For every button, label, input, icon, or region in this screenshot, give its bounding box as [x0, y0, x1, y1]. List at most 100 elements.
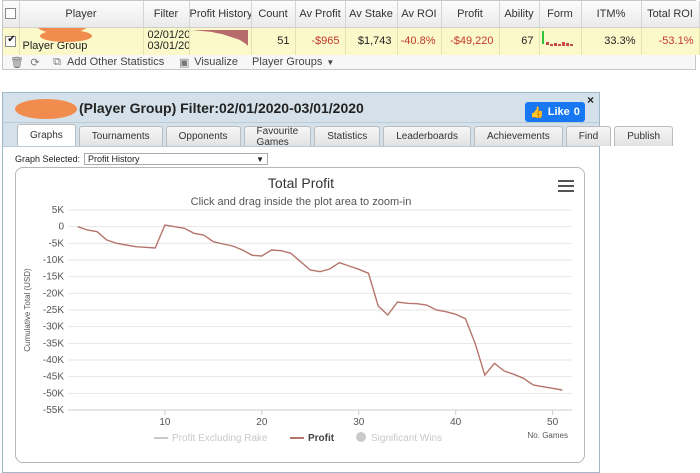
- y-tick-label: -55K: [43, 405, 64, 416]
- chart-subtitle: Click and drag inside the plot area to z…: [191, 196, 412, 208]
- refresh-icon[interactable]: ⟳: [30, 56, 40, 69]
- col-header-av-roi[interactable]: Av ROI: [397, 1, 442, 28]
- chevron-down-icon: ▼: [326, 57, 335, 67]
- window-header[interactable]: (Player Group) Filter:02/01/2020-03/01/2…: [3, 93, 599, 123]
- tab-leaderboards[interactable]: Leaderboards: [383, 126, 471, 146]
- y-tick-label: -45K: [43, 372, 64, 383]
- table-header-row: Player Filter Profit History Count Av Pr…: [3, 1, 700, 28]
- image-icon: ▣: [179, 56, 190, 69]
- stats-table: Player Filter Profit History Count Av Pr…: [3, 1, 700, 55]
- col-header-total-roi[interactable]: Total ROI: [641, 1, 700, 28]
- col-header-itm[interactable]: ITM%: [581, 1, 642, 28]
- facebook-like-button[interactable]: 👍 Like 0: [525, 102, 585, 122]
- trash-icon[interactable]: 🗑: [10, 56, 24, 69]
- graph-select-dropdown[interactable]: Profit History ▼: [84, 153, 269, 165]
- col-header-player[interactable]: Player: [19, 1, 144, 28]
- legend-marker-significant-wins: [356, 432, 366, 442]
- add-statistics-icon: ⧉: [53, 55, 61, 68]
- x-axis-label: No. Games: [528, 431, 568, 440]
- form-bar: [546, 41, 549, 45]
- chart-menu-icon[interactable]: [558, 180, 574, 192]
- table-toolbar: 🗑 ⟳ ⧉ Add Other Statistics ▣ Visualize P…: [3, 53, 695, 71]
- itm-cell: 33.3%: [581, 27, 642, 55]
- col-header-count[interactable]: Count: [251, 1, 296, 28]
- form-chart: [542, 30, 573, 46]
- row-checkbox[interactable]: [5, 34, 17, 47]
- profit-cell: -$49,220: [441, 27, 500, 55]
- col-header-ability[interactable]: Ability: [499, 1, 540, 28]
- form-bar: [562, 41, 565, 46]
- visualize-label: Visualize: [194, 56, 239, 68]
- legend-item-significant-wins: Significant Wins: [371, 433, 442, 444]
- row-select-cell[interactable]: [3, 27, 20, 55]
- legend-item-profit-excluding-rake: Profit Excluding Rake: [172, 433, 268, 444]
- select-all-checkbox[interactable]: [5, 8, 17, 20]
- thumbs-up-icon: 👍: [530, 106, 544, 119]
- y-tick-label: -15K: [43, 272, 64, 283]
- av-roi-cell: -40.8%: [397, 27, 442, 55]
- col-header-av-profit[interactable]: Av Profit: [295, 1, 346, 28]
- window-title: (Player Group) Filter:02/01/2020-03/01/2…: [79, 100, 364, 116]
- x-tick-label: 10: [159, 417, 171, 428]
- redaction-mark: [39, 29, 92, 42]
- av-stake-cell: $1,743: [345, 27, 398, 55]
- profit-series-line: [77, 224, 563, 391]
- profit-chart-container[interactable]: Total Profit Click and drag inside the pl…: [15, 167, 585, 463]
- tab-achievements[interactable]: Achievements: [473, 126, 563, 146]
- y-tick-label: 5K: [52, 205, 65, 216]
- add-other-statistics-label: Add Other Statistics: [67, 56, 165, 68]
- table-row[interactable]: Player Group 02/01/202 03/01/202 51 -$96…: [3, 27, 700, 55]
- visualize-button[interactable]: ▣ Visualize: [178, 56, 239, 69]
- window-tabs: Graphs Tournaments Opponents Favourite G…: [3, 123, 674, 148]
- close-icon[interactable]: ×: [587, 93, 595, 107]
- filter-cell: 02/01/202 03/01/202: [143, 27, 190, 55]
- player-groups-label: Player Groups: [252, 56, 323, 68]
- tab-favourite-games[interactable]: Favourite Games: [243, 126, 312, 148]
- y-tick-label: -30K: [43, 322, 64, 333]
- col-header-profit[interactable]: Profit: [441, 1, 500, 28]
- y-tick-label: -35K: [43, 338, 64, 349]
- ability-cell: 67: [499, 27, 540, 55]
- y-tick-label: -20K: [43, 288, 64, 299]
- x-tick-label: 50: [547, 417, 559, 428]
- profit-history-sparkline: [189, 27, 252, 55]
- graph-select-row: Graph Selected: Profit History ▼: [15, 153, 269, 165]
- y-axis-label: Cumulative Total (USD): [23, 268, 32, 352]
- profit-chart[interactable]: Total Profit Click and drag inside the pl…: [16, 168, 586, 464]
- graph-selected-label: Graph Selected:: [15, 154, 81, 164]
- tab-graphs[interactable]: Graphs: [17, 124, 76, 146]
- y-tick-label: -10K: [43, 255, 64, 266]
- add-other-statistics-button[interactable]: ⧉ Add Other Statistics: [51, 55, 165, 69]
- x-tick-label: 20: [256, 417, 268, 428]
- y-tick-label: 0: [58, 222, 64, 233]
- tab-tournaments[interactable]: Tournaments: [78, 126, 163, 146]
- tab-find[interactable]: Find: [565, 126, 612, 146]
- col-header-av-stake[interactable]: Av Stake: [345, 1, 398, 28]
- tab-opponents[interactable]: Opponents: [165, 126, 241, 146]
- y-tick-label: -5K: [48, 238, 64, 249]
- x-tick-label: 30: [353, 417, 365, 428]
- player-group-window: (Player Group) Filter:02/01/2020-03/01/2…: [2, 92, 674, 473]
- form-bar: [558, 43, 561, 46]
- tab-statistics[interactable]: Statistics: [314, 126, 381, 146]
- stats-panel: Player Filter Profit History Count Av Pr…: [2, 0, 700, 71]
- graph-selected-value: Profit History: [88, 154, 140, 164]
- form-bar: [542, 30, 544, 44]
- col-header-filter[interactable]: Filter: [143, 1, 190, 28]
- player-groups-dropdown[interactable]: Player Groups ▼: [252, 56, 334, 68]
- col-header-profit-history[interactable]: Profit History: [189, 1, 252, 28]
- y-tick-label: -25K: [43, 305, 64, 316]
- form-bar: [570, 43, 573, 46]
- col-header-form[interactable]: Form: [539, 1, 582, 28]
- chart-title: Total Profit: [268, 175, 334, 191]
- select-all-header[interactable]: [3, 1, 20, 28]
- tab-publish[interactable]: Publish: [614, 126, 674, 146]
- total-roi-cell: -53.1%: [641, 27, 700, 55]
- form-bar: [554, 42, 557, 46]
- av-profit-cell: -$965: [295, 27, 346, 55]
- redaction-mark: [15, 99, 77, 119]
- legend-item-profit: Profit: [308, 433, 335, 444]
- x-tick-label: 40: [450, 417, 462, 428]
- player-cell[interactable]: Player Group: [19, 27, 144, 55]
- player-name-line2: Player Group: [22, 40, 88, 52]
